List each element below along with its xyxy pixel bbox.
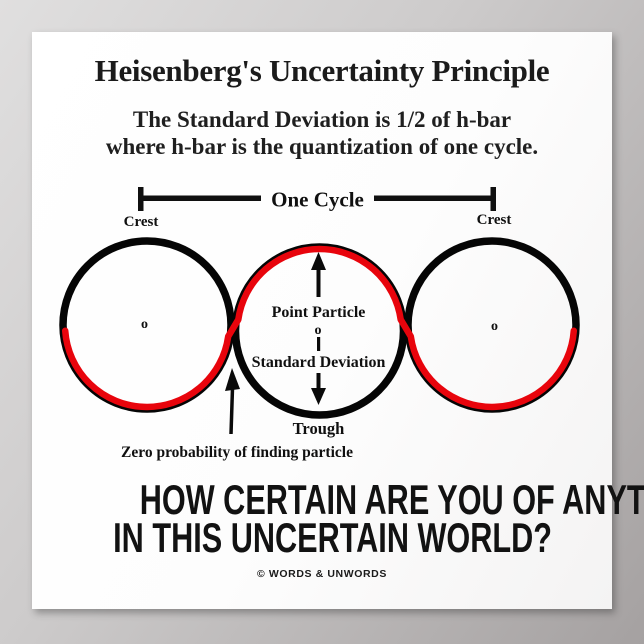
left-center-marker: o <box>141 317 148 332</box>
bracket-line-right <box>374 195 495 201</box>
red-wave-path <box>61 245 578 411</box>
headline-line-2: IN THIS UNCERTAIN WORLD? <box>113 514 553 561</box>
down-arrow <box>311 373 326 405</box>
up-arrow <box>311 252 326 297</box>
poster-subtitle: The Standard Deviation is 1/2 of h-bar w… <box>32 106 612 160</box>
bracket-right-cap <box>490 187 496 211</box>
separator-bar <box>317 337 321 351</box>
middle-center-marker: o <box>315 323 322 338</box>
poster: Heisenberg's Uncertainty Principle The S… <box>32 32 644 609</box>
right-center-marker: o <box>491 319 498 334</box>
zero-probability-arrow <box>225 368 240 435</box>
wave-cycle-diagram: One Cycle Crest Crest o o o Point Partic… <box>59 187 580 461</box>
standard-deviation-label: Standard Deviation <box>252 354 386 371</box>
poster-title: Heisenberg's Uncertainty Principle <box>94 53 550 88</box>
one-cycle-label: One Cycle <box>271 188 364 212</box>
crest-right-label: Crest <box>477 212 512 228</box>
bracket-line-left <box>140 195 261 201</box>
one-cycle-bracket <box>138 187 496 211</box>
zero-probability-label: Zero probability of finding particle <box>121 444 353 461</box>
crest-left-label: Crest <box>124 214 159 230</box>
trough-label: Trough <box>293 419 345 438</box>
subtitle-line-1: The Standard Deviation is 1/2 of h-bar <box>132 107 512 132</box>
credit-line: © WORDS & UNWORDS <box>257 568 387 580</box>
subtitle-line-2: where h-bar is the quantization of one c… <box>105 134 539 159</box>
headline: HOW CERTAIN ARE YOU OF ANYTHING IN THIS … <box>32 479 644 561</box>
point-particle-label: Point Particle <box>272 304 366 321</box>
headline-line-1: HOW CERTAIN ARE YOU OF ANYTHING <box>139 476 644 523</box>
